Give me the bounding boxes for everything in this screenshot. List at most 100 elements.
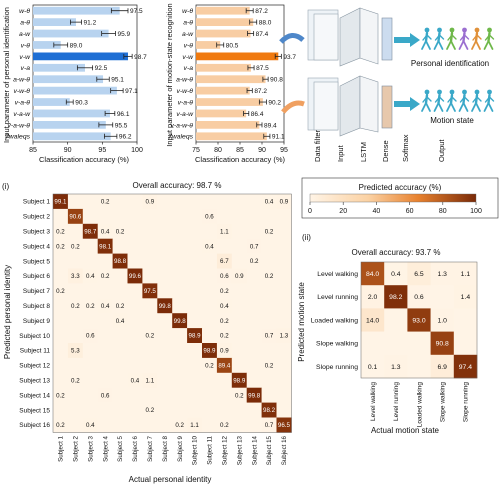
cell-10-1 [67, 343, 84, 359]
cell-14-11 [216, 402, 233, 418]
cell-value-9-15: 1.3 [280, 333, 289, 340]
bar-value-label-8: 90.3 [75, 99, 88, 106]
cell-1-4 [112, 208, 128, 225]
col-label-2: Loaded walking [416, 382, 423, 428]
bar-1 [33, 18, 76, 27]
cell-value-0-15: 0.9 [280, 199, 289, 206]
cell-9-2 [82, 328, 98, 344]
heatA-panel-label: (i) [2, 182, 9, 191]
cell-12-11 [216, 372, 233, 388]
cell-6-7 [157, 283, 173, 299]
row-label-13: Subject 14 [19, 392, 50, 399]
x-tick-label-3: 100 [131, 147, 143, 154]
cell-4-8 [172, 253, 188, 269]
cell-value-15-0: 0.2 [56, 422, 65, 429]
cell-4-14 [261, 253, 277, 269]
cell-14-13 [246, 402, 262, 418]
cell-6-0 [53, 283, 69, 299]
cell-3-1 [384, 331, 408, 356]
heatmap-frame [52, 193, 292, 433]
col-label-0: Level walking [370, 382, 377, 421]
cell-14-7 [157, 402, 173, 418]
cell-4-9 [187, 253, 203, 269]
cell-value-2-3: 0.4 [101, 228, 110, 235]
cell-5-5 [127, 268, 143, 284]
cell-9-4 [112, 328, 128, 344]
cell-11-11 [216, 357, 233, 374]
cell-15-7 [157, 417, 173, 433]
cell-11-13 [246, 357, 262, 374]
cell-5-9 [187, 268, 203, 284]
walker-bottom-4-head [474, 89, 480, 95]
cell-13-1 [67, 387, 84, 403]
x-tick-label-1: 80 [214, 147, 222, 154]
cell-value-6-11: 0.2 [220, 288, 229, 295]
cell-8-4 [112, 313, 128, 329]
cell-value-13-13: 99.8 [248, 392, 261, 399]
cell-9-7 [157, 328, 173, 344]
row-label-15: Subject 16 [19, 422, 50, 429]
cell-11-4 [112, 357, 128, 374]
cell-value-15-9: 1.1 [190, 422, 199, 429]
walker-top-0 [421, 27, 432, 50]
category-label-3: v-θ [184, 42, 194, 49]
cell-2-14 [261, 223, 277, 239]
bar-value-label-1: 91.2 [84, 20, 97, 27]
bar-chart-motion-state: Input parameter of motion-state recognit… [165, 3, 296, 164]
walker-top-5-arms [484, 34, 495, 41]
row-label-5: Subject 6 [23, 273, 50, 280]
cell-10-11 [216, 343, 233, 359]
bar-value-label-4: 93.7 [283, 54, 296, 61]
bar-value-label-7: 87.2 [254, 88, 267, 95]
cell-4-10 [202, 253, 218, 269]
lstm-block-bottom [339, 75, 379, 137]
cell-0-0 [53, 194, 69, 210]
cell-14-5 [127, 402, 143, 418]
cell-13-12 [231, 387, 247, 403]
category-label-2: a-w [19, 31, 31, 38]
cell-value-12-6: 1.1 [146, 377, 155, 384]
cell-8-13 [246, 313, 262, 329]
category-label-6: a-w-θ [13, 77, 30, 84]
category-label-11: 7waleqs [168, 134, 194, 141]
cell-4-0 [53, 253, 69, 269]
cell-value-5-2: 0.4 [86, 273, 95, 280]
walker-bottom-4 [471, 89, 482, 112]
cell-11-1 [67, 357, 84, 374]
walker-bottom-3 [458, 89, 470, 112]
arrowhead-softmax-top [410, 33, 420, 47]
cell-value-5-5: 99.6 [129, 273, 142, 280]
cell-5-11 [216, 268, 233, 284]
cell-13-13 [246, 387, 262, 403]
cell-4-3 [97, 253, 113, 269]
cell-15-12 [231, 417, 247, 433]
walker-top-1-arms [434, 34, 445, 41]
cell-value-2-4: 0.2 [116, 228, 125, 235]
cell-9-14 [261, 328, 277, 344]
cell-value-7-1: 0.2 [71, 303, 80, 310]
cell-12-4 [112, 372, 128, 388]
cell-3-0 [53, 238, 69, 254]
cell-value-4-3: 6.9 [437, 364, 447, 371]
bar-8 [33, 98, 70, 106]
stage-label-softmax: Softmax [401, 134, 410, 162]
bar-value-label-7: 97.1 [125, 88, 138, 95]
bar-5 [196, 63, 251, 72]
bar-value-label-11: 96.2 [119, 134, 132, 141]
walker-bottom-2-head [449, 89, 455, 95]
cell-14-6 [142, 402, 158, 418]
cell-4-11 [216, 253, 233, 269]
cell-8-8 [172, 313, 188, 329]
cell-14-8 [172, 402, 188, 418]
bar-6 [196, 75, 266, 84]
cell-1-15 [276, 208, 292, 225]
cell-value-15-15: 96.5 [278, 422, 291, 429]
stage-label-data-filter: Data filter [313, 129, 322, 162]
cell-value-3-3: 90.8 [436, 341, 449, 348]
cell-value-5-11: 0.6 [220, 273, 229, 280]
bar-7 [196, 86, 250, 95]
cell-1-3 [97, 208, 113, 225]
cell-value-9-9: 98.9 [189, 333, 202, 340]
walker-bottom-2 [446, 89, 457, 112]
